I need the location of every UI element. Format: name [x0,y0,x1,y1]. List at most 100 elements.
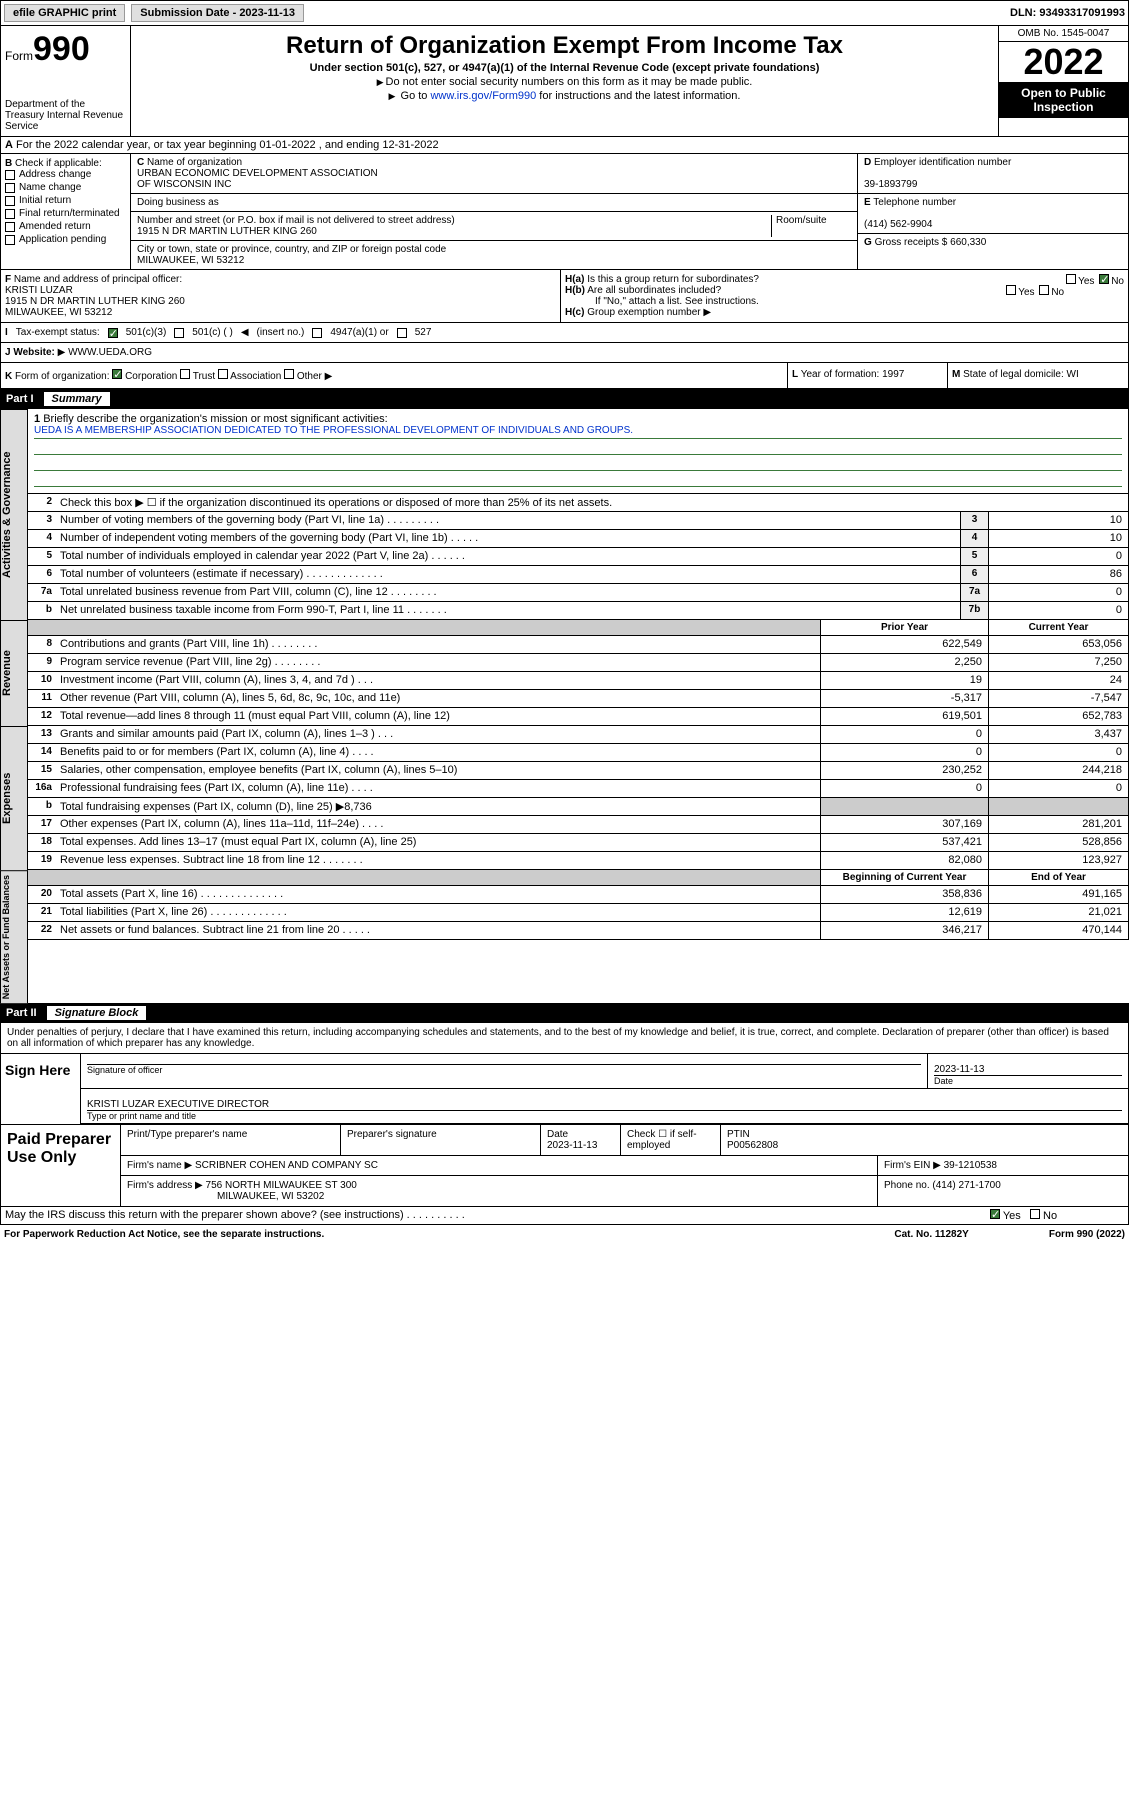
state-domicile: WI [1067,369,1079,380]
discuss-no[interactable] [1030,1209,1040,1219]
line-2: 2Check this box ▶ ☐ if the organization … [28,494,1129,512]
omb-number: OMB No. 1545-0047 [999,26,1128,42]
form-number: Form990 [5,30,126,69]
website: WWW.UEDA.ORG [68,347,152,358]
table-row: 18Total expenses. Add lines 13–17 (must … [28,834,1129,852]
row-f-h: F Name and address of principal officer:… [0,270,1129,323]
efile-button[interactable]: efile GRAPHIC print [4,4,125,22]
dba: Doing business as [131,194,857,212]
table-row: bNet unrelated business taxable income f… [28,602,1129,620]
line-1: 1 Briefly describe the organization's mi… [28,409,1129,494]
tax-year: 2022 [999,42,1128,82]
col-end: End of Year [988,870,1128,885]
org-city: MILWAUKEE, WI 53212 [137,255,244,266]
hb-no[interactable] [1039,285,1049,295]
row-i: I Tax-exempt status: 501(c)(3) 501(c) ( … [0,323,1129,343]
col-de: D Employer identification number39-18937… [858,154,1128,269]
table-row: 9Program service revenue (Part VIII, lin… [28,654,1129,672]
table-row: 16aProfessional fundraising fees (Part I… [28,780,1129,798]
cb-name-change[interactable] [5,183,15,193]
discuss-yes[interactable] [990,1209,1000,1219]
year-formation: 1997 [882,369,904,380]
firm-name: SCRIBNER COHEN AND COMPANY SC [195,1160,378,1171]
row-a: A For the 2022 calendar year, or tax yea… [0,137,1129,154]
officer-name: KRISTI LUZAR [5,285,73,296]
cb-other[interactable] [284,369,294,379]
vlabel-exp: Expenses [0,726,28,870]
dln-text: DLN: 93493317091993 [1010,7,1125,19]
part1-header: Part I Summary [0,389,1129,409]
cb-assoc[interactable] [218,369,228,379]
mission-text: UEDA IS A MEMBERSHIP ASSOCIATION DEDICAT… [34,425,1122,439]
firm-addr: 756 NORTH MILWAUKEE ST 300 [206,1180,357,1191]
table-row: 13Grants and similar amounts paid (Part … [28,726,1129,744]
table-row: 17Other expenses (Part IX, column (A), l… [28,816,1129,834]
ha-no[interactable] [1099,274,1109,284]
cb-address-change[interactable] [5,170,15,180]
table-row: 7aTotal unrelated business revenue from … [28,584,1129,602]
table-row: bTotal fundraising expenses (Part IX, co… [28,798,1129,816]
table-row: 4Number of independent voting members of… [28,530,1129,548]
discuss-row: May the IRS discuss this return with the… [0,1207,1129,1225]
subtitle-1: Under section 501(c), 527, or 4947(a)(1)… [141,62,988,74]
table-row: 11Other revenue (Part VIII, column (A), … [28,690,1129,708]
org-name-1: URBAN ECONOMIC DEVELOPMENT ASSOCIATION [137,168,378,179]
cb-corp[interactable] [112,369,122,379]
form-title: Return of Organization Exempt From Incom… [141,32,988,60]
table-row: 19Revenue less expenses. Subtract line 1… [28,852,1129,870]
section-bcd: B Check if applicable: Address change Na… [0,154,1129,270]
sign-block: Sign Here Signature of officer 2023-11-1… [0,1054,1129,1125]
ha-yes[interactable] [1066,274,1076,284]
col-curr: Current Year [988,620,1128,635]
declaration: Under penalties of perjury, I declare th… [0,1023,1129,1054]
firm-phone: (414) 271-1700 [932,1180,1000,1191]
firm-ein: 39-1210538 [944,1160,997,1171]
footer: For Paperwork Reduction Act Notice, see … [0,1225,1129,1244]
preparer-block: Paid Preparer Use Only Print/Type prepar… [0,1125,1129,1207]
org-name-2: OF WISCONSIN INC [137,179,231,190]
table-row: 8Contributions and grants (Part VIII, li… [28,636,1129,654]
table-row: 22Net assets or fund balances. Subtract … [28,922,1129,940]
row-k: K Form of organization: Corporation Trus… [0,363,1129,389]
col-c: C Name of organization URBAN ECONOMIC DE… [131,154,858,269]
gross-receipts: 660,330 [950,237,986,248]
table-row: 3Number of voting members of the governi… [28,512,1129,530]
col-b: B Check if applicable: Address change Na… [1,154,131,269]
sign-date: 2023-11-13 [934,1064,984,1075]
ptin: P00562808 [727,1140,778,1151]
table-row: 10Investment income (Part VIII, column (… [28,672,1129,690]
telephone: (414) 562-9904 [864,219,932,230]
cb-501c3[interactable] [108,328,118,338]
cb-final[interactable] [5,209,15,219]
instr-3: Go to www.irs.gov/Form990 for instructio… [141,90,988,102]
table-row: 12Total revenue—add lines 8 through 11 (… [28,708,1129,726]
officer-print: KRISTI LUZAR EXECUTIVE DIRECTOR [87,1099,269,1110]
hb-yes[interactable] [1006,285,1016,295]
cb-amended[interactable] [5,222,15,232]
subdate-button[interactable]: Submission Date - 2023-11-13 [131,4,304,22]
ein: 39-1893799 [864,179,917,190]
cb-4947[interactable] [312,328,322,338]
vlabel-rev: Revenue [0,620,28,726]
col-prior: Prior Year [820,620,988,635]
table-row: 21Total liabilities (Part X, line 26) . … [28,904,1129,922]
dept-label: Department of the Treasury Internal Reve… [5,99,126,132]
table-row: 6Total number of volunteers (estimate if… [28,566,1129,584]
cb-initial[interactable] [5,196,15,206]
col-beg: Beginning of Current Year [820,870,988,885]
cb-527[interactable] [397,328,407,338]
table-row: 14Benefits paid to or for members (Part … [28,744,1129,762]
form-header: Form990 Department of the Treasury Inter… [0,26,1129,137]
cb-pending[interactable] [5,235,15,245]
table-row: 15Salaries, other compensation, employee… [28,762,1129,780]
table-row: 20Total assets (Part X, line 16) . . . .… [28,886,1129,904]
prep-date: 2023-11-13 [547,1140,597,1151]
instr-2: Do not enter social security numbers on … [141,76,988,88]
part2-header: Part II Signature Block [0,1003,1129,1023]
vlabel-na: Net Assets or Fund Balances [0,870,28,1003]
irs-link[interactable]: www.irs.gov/Form990 [430,90,536,102]
cb-trust[interactable] [180,369,190,379]
vlabel-gov: Activities & Governance [0,409,28,620]
cb-501c[interactable] [174,328,184,338]
row-j: J Website: ▶ WWW.UEDA.ORG [0,343,1129,363]
